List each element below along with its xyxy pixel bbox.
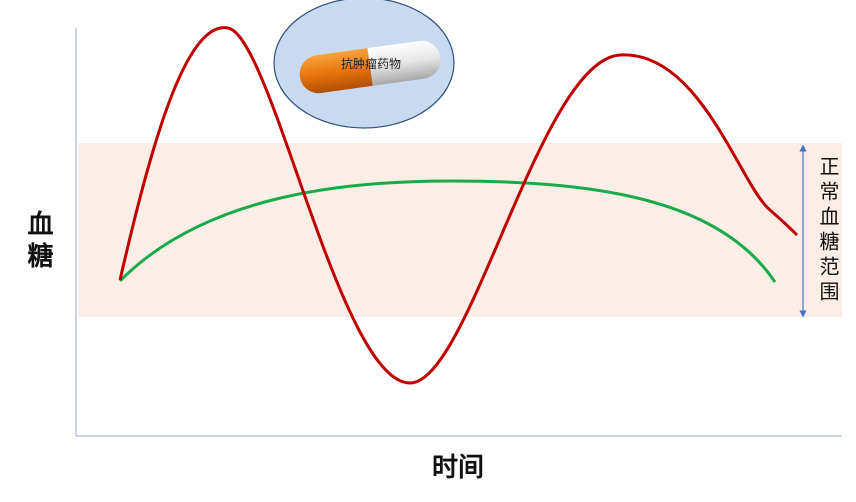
x-axis-label: 时间 — [432, 453, 484, 483]
range-label: 正常血糖范围 — [816, 156, 840, 306]
drug-badge: 抗肿瘤药物 — [273, 0, 455, 129]
y-axis-label: 血糖 — [23, 210, 53, 274]
capsule-left — [299, 48, 373, 94]
normal-curve — [118, 179, 777, 283]
fluctuating-curve — [118, 26, 799, 385]
capsule — [299, 40, 441, 94]
drug-label: 抗肿瘤药物 — [341, 56, 401, 71]
normal-range-band — [78, 143, 842, 317]
capsule-right — [367, 40, 441, 86]
